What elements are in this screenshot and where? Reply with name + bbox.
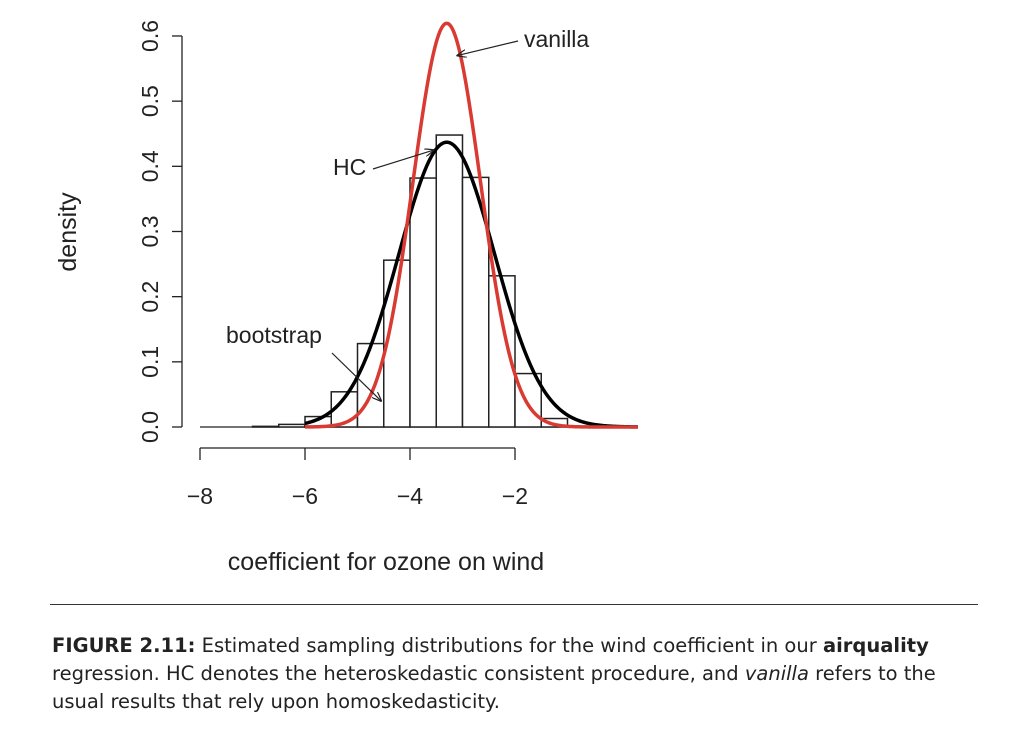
- caption-divider: [50, 604, 978, 605]
- x-tick-label: −4: [397, 483, 423, 509]
- caption-vanilla-term: vanilla: [744, 662, 809, 685]
- annotations: vanilla HC bootstrap: [226, 26, 589, 401]
- x-tick-label: −2: [502, 483, 528, 509]
- bootstrap-arrow: [331, 352, 381, 401]
- y-tick-label: 0.1: [137, 346, 163, 378]
- y-tick-label: 0.2: [137, 281, 163, 313]
- y-tick-label: 0.0: [137, 411, 163, 443]
- histogram-bar: [251, 425, 280, 428]
- y-axis: 0.0 0.1 0.2 0.3 0.4 0.5 0.6: [137, 20, 183, 443]
- histogram-bar: [488, 275, 516, 428]
- histogram-bar: [435, 134, 464, 428]
- vanilla-density-curve: [304, 21, 639, 429]
- figure-caption: FIGURE 2.11: Estimated sampling distribu…: [52, 632, 972, 716]
- x-tick-label: −8: [187, 483, 213, 509]
- caption-dataset-name: airquality: [822, 634, 929, 657]
- vanilla-label: vanilla: [524, 26, 589, 52]
- caption-text-1: Estimated sampling distributions for the…: [195, 634, 823, 657]
- vanilla-arrow: [457, 40, 519, 56]
- bootstrap-label: bootstrap: [226, 322, 322, 348]
- caption-text-3: refers to the usual results that rely up…: [52, 662, 936, 713]
- histogram-bar: [356, 342, 385, 428]
- y-tick-label: 0.5: [137, 85, 163, 117]
- x-axis: −8 −6 −4 −2: [187, 447, 528, 509]
- y-axis-title: density: [54, 192, 82, 272]
- caption-text-2: regression. HC denotes the heteroskedast…: [52, 662, 745, 685]
- sampling-distribution-chart: 0.0 0.1 0.2 0.3 0.4 0.5 0.6 −8 −6 −4 −2 vanilla HC…: [54, 20, 639, 576]
- histogram-bar: [409, 177, 437, 428]
- y-tick-label: 0.6: [137, 20, 163, 52]
- y-tick-label: 0.4: [137, 150, 163, 182]
- caption-label: FIGURE 2.11:: [52, 634, 196, 657]
- HC-arrow: [372, 150, 434, 170]
- histogram-bar: [278, 423, 306, 428]
- x-axis-title: coefficient for ozone on wind: [228, 548, 544, 576]
- x-tick-label: −6: [292, 483, 318, 509]
- HC-label: HC: [333, 154, 366, 180]
- y-tick-label: 0.3: [137, 215, 163, 247]
- hc-density-curve: [304, 140, 639, 429]
- density-curves: [304, 21, 639, 429]
- histogram-bars: [200, 134, 569, 428]
